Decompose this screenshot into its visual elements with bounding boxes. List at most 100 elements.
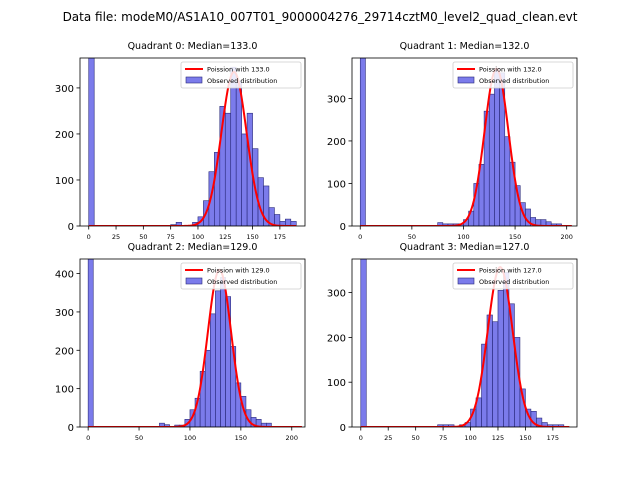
x-tick-label: 150 [246,233,258,241]
plot-area [359,58,572,226]
figure-suptitle: Data file: modeM0/AS1A10_007T01_90000042… [63,10,578,24]
plot-area [87,259,302,427]
legend-box [180,262,302,290]
plot-area [360,259,570,427]
axes-frame [351,258,578,428]
histogram-bar-21 [266,422,272,427]
histogram-bar-9 [224,112,232,226]
legend: Poission with 127.0 Observed distribution [452,262,574,290]
legend-box [452,61,574,89]
x-tick-label: 150 [519,434,531,442]
histogram-bar-0 [359,58,366,226]
x-tick-label: 175 [274,233,286,241]
histogram-bar-12 [241,133,248,226]
legend-bar-label: Observed distribution [479,278,549,286]
histogram-bar-11 [235,80,242,226]
legend: Poission with 133.0 Observed distribution [180,61,302,89]
y-tick-label: 0 [68,222,74,233]
histogram-bar-22 [558,424,565,427]
x-tick-label: 50 [135,434,143,442]
x-tick-label: 100 [457,233,469,241]
poisson-fit-line [360,67,572,226]
legend-curve-label: Poission with 129.0 [207,267,270,275]
x-tick-label: 0 [359,434,363,442]
histogram-bar-11 [488,93,495,226]
legend-bar-label: Observed distribution [207,278,277,286]
x-tick-label: 125 [219,233,231,241]
histogram-bar-0 [360,259,367,427]
histogram-bar-2 [175,222,182,226]
x-tick-label: 50 [408,233,416,241]
y-tick-label: 300 [55,308,74,319]
x-tick-label: 150 [235,434,247,442]
axes-frame [79,258,306,428]
legend-curve-label: Poission with 132.0 [479,66,542,74]
y-tick-label: 100 [55,385,74,396]
poisson-fit-line [360,265,570,427]
y-tick-label: 300 [327,289,346,300]
axes-frame [351,57,578,227]
x-tick-label: 50 [412,434,420,442]
x-tick-label: 75 [439,434,447,442]
x-tick-label: 50 [139,233,147,241]
y-tick-label: 200 [55,346,74,357]
subplot-quadrant-0: Quadrant 0: Median=133.0 0 25 50 75 100 125 150… [55,41,306,241]
subplot-title: Quadrant 3: Median=127.0 [400,242,530,253]
subplot-quadrant-1: Quadrant 1: Median=132.0 0 50 100 150 200 0 100… [327,41,578,241]
legend: Poission with 129.0 Observed distribution [180,262,302,290]
y-tick-label: 0 [68,423,74,434]
plot-area [88,58,297,226]
legend-bar-label: Observed distribution [479,77,549,85]
histogram-bar-10 [492,321,499,427]
poisson-fit-line [88,70,297,226]
histogram-bar-21 [290,221,297,226]
x-tick-label: 0 [86,434,90,442]
histogram-bar-11 [497,290,504,427]
x-tick-label: 100 [464,434,476,442]
x-tick-label: 175 [547,434,559,442]
legend-box [180,61,302,89]
legend-bar-swatch [185,76,203,84]
y-tick-label: 400 [55,270,74,281]
subplot-quadrant-2: Quadrant 2: Median=129.0 0 50 100 150 200 0 100… [55,242,306,442]
legend-curve-label: Poission with 127.0 [479,267,542,275]
legend-bar-swatch [185,277,203,285]
x-tick-label: 100 [184,434,196,442]
y-tick-label: 0 [340,222,346,233]
legend-curve-label: Poission with 133.0 [207,66,270,74]
legend-bar-swatch [457,76,475,84]
histogram-bar-14 [504,136,511,226]
y-tick-label: 300 [55,84,74,95]
x-tick-label: 125 [492,434,504,442]
x-tick-label: 150 [509,233,521,241]
x-tick-label: 25 [384,434,392,442]
legend: Poission with 132.0 Observed distribution [452,61,574,89]
histogram-bar-9 [204,349,211,427]
subplot-title: Quadrant 2: Median=129.0 [128,242,258,253]
histogram-bar-2 [164,424,170,427]
x-tick-label: 25 [112,233,120,241]
y-tick-label: 300 [327,94,346,105]
histogram-bar-20 [285,218,292,226]
subplot-title: Quadrant 1: Median=132.0 [400,41,530,52]
y-tick-label: 200 [55,130,74,141]
x-tick-label: 0 [358,233,362,241]
histogram-bar-12 [220,277,226,427]
subplot-grid: Quadrant 0: Median=133.0 0 25 50 75 100 125 150… [55,41,578,442]
x-tick-label: 200 [286,434,298,442]
legend-box [452,262,574,290]
histogram-bar-0 [87,259,94,427]
subplot-quadrant-3: Quadrant 3: Median=127.0 0 25 50 75 100 125 150… [327,242,578,442]
subplot-title: Quadrant 0: Median=133.0 [128,41,258,52]
y-tick-label: 200 [327,137,346,148]
histogram-bar-0 [88,58,95,226]
x-tick-label: 0 [87,233,91,241]
y-tick-label: 100 [55,176,74,187]
histogram-bar-11 [215,290,221,427]
axes-frame [79,57,306,227]
y-tick-label: 100 [327,378,346,389]
histogram-bar-10 [210,313,216,427]
histogram-bar-10 [230,66,237,226]
y-tick-label: 200 [327,333,346,344]
